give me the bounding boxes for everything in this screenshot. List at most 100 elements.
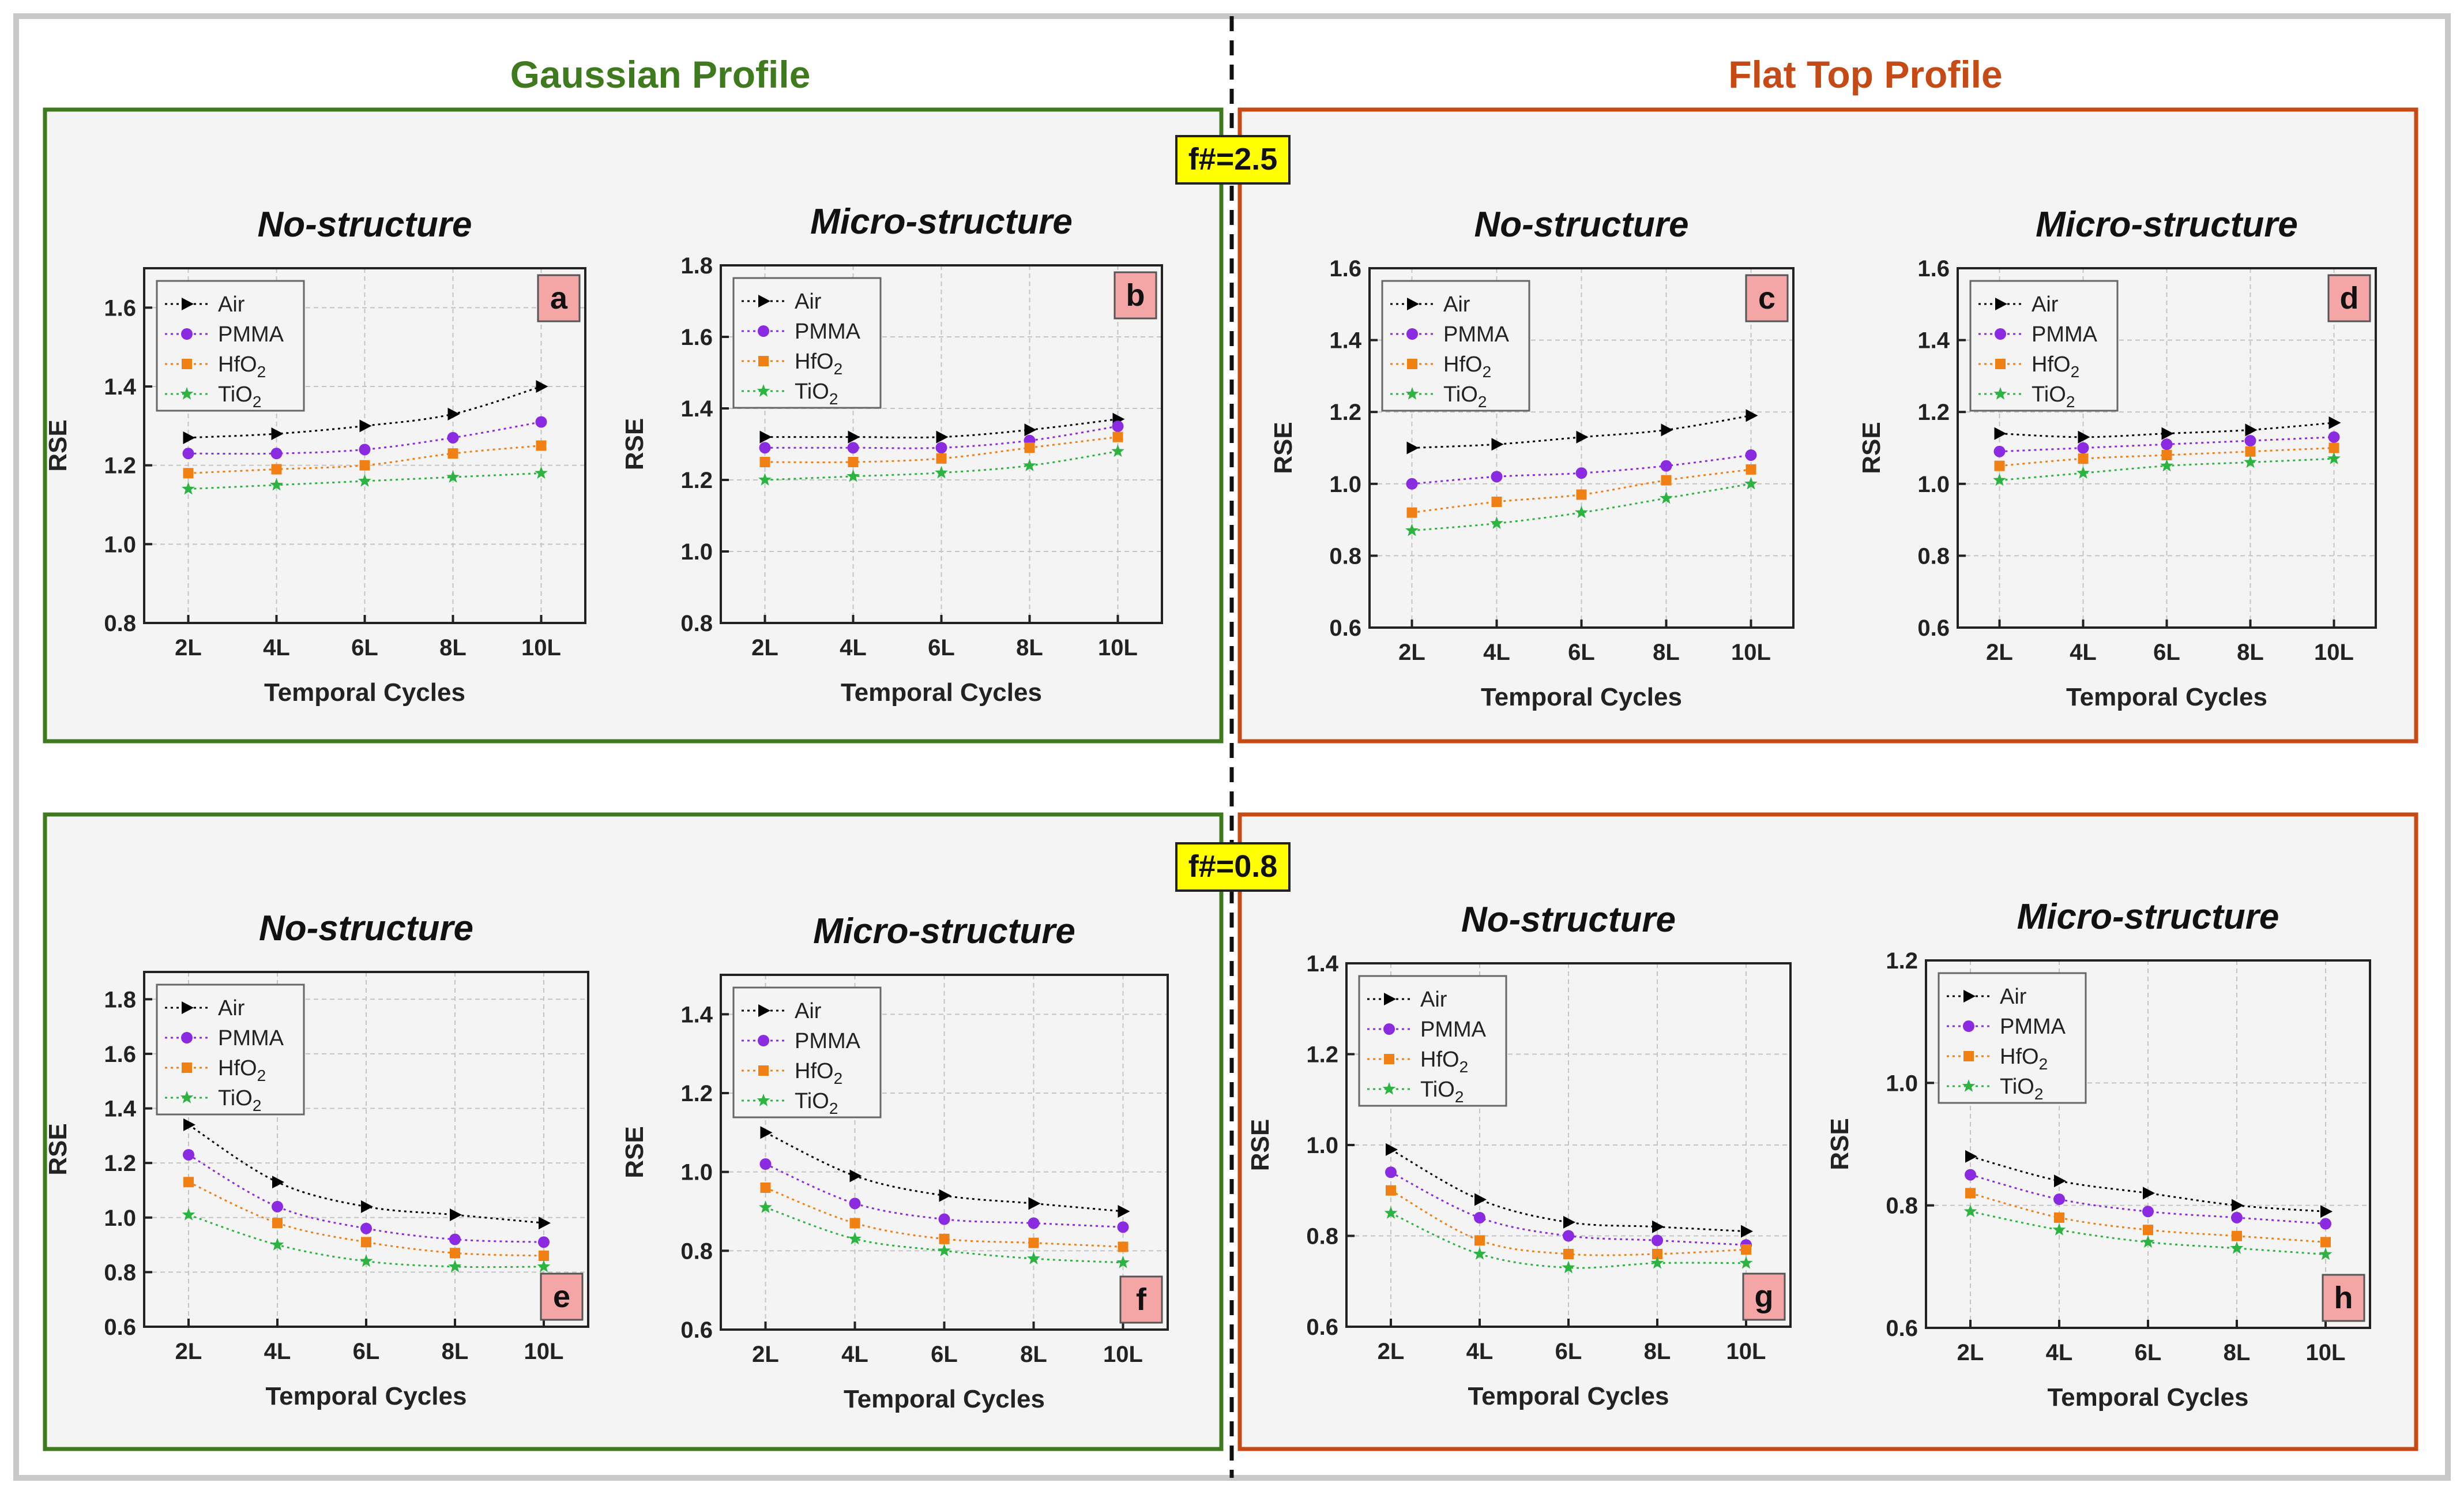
legend-box bbox=[732, 277, 882, 409]
data-point-air bbox=[2232, 1199, 2244, 1212]
data-point-pmma bbox=[2328, 431, 2340, 443]
x-axis-label: Temporal Cycles bbox=[2066, 683, 2267, 711]
x-tick-label: 10L bbox=[521, 635, 561, 660]
x-tick-label: 2L bbox=[1957, 1340, 1984, 1365]
x-tick-label: 2L bbox=[1398, 640, 1425, 665]
data-point-tio2 bbox=[1993, 387, 2007, 400]
series-line-pmma bbox=[188, 1154, 544, 1243]
data-point-pmma bbox=[447, 431, 459, 444]
panel-letter: d bbox=[2340, 281, 2359, 316]
data-point-air bbox=[1386, 1143, 1398, 1156]
data-point-tio2 bbox=[757, 1094, 770, 1106]
x-tick-label: 4L bbox=[1466, 1339, 1494, 1364]
panel-letter-box bbox=[1742, 1272, 1786, 1321]
data-point-tio2 bbox=[1405, 523, 1419, 536]
data-point-air bbox=[361, 1200, 373, 1213]
data-point-air bbox=[1652, 1220, 1664, 1233]
legend-box bbox=[156, 984, 305, 1116]
legend-label-air: Air bbox=[2000, 985, 2027, 1009]
y-tick-label: 1.8 bbox=[680, 253, 713, 279]
x-tick-label: 4L bbox=[264, 1339, 291, 1364]
legend-box bbox=[156, 280, 305, 412]
data-point-pmma bbox=[1474, 1212, 1485, 1223]
y-tick-label: 1.2 bbox=[1329, 400, 1361, 425]
data-point-tio2 bbox=[1490, 516, 1503, 529]
x-tick-label: 8L bbox=[442, 1339, 469, 1364]
chart-panel-a: 0.8 1.0 1.2 1.4 1.6 2L 4L 6L 8L 10L No-structure Te… bbox=[44, 205, 586, 707]
data-point-tio2 bbox=[2319, 1247, 2333, 1260]
data-point-air bbox=[536, 380, 548, 393]
data-point-air bbox=[2320, 1205, 2333, 1218]
data-point-hfo2 bbox=[183, 468, 194, 479]
y-tick-label: 1.2 bbox=[680, 1081, 713, 1106]
y-tick-label: 1.2 bbox=[1917, 400, 1950, 425]
data-point-air bbox=[539, 1217, 551, 1230]
panel-letter: h bbox=[2334, 1281, 2353, 1315]
chart-panel-c: 0.6 0.8 1.0 1.2 1.4 1.6 2L 4L 6L 8L 10L No-structur… bbox=[1269, 205, 1795, 711]
data-point-air bbox=[1965, 1150, 1977, 1163]
data-point-air bbox=[848, 430, 860, 444]
data-point-tio2 bbox=[1562, 1260, 1575, 1274]
chart-title: Micro-structure bbox=[813, 911, 1075, 951]
fnumber-label: f#=0.8 bbox=[1188, 849, 1278, 884]
chart-panel-g: 0.6 0.8 1.0 1.2 1.4 2L 4L 6L 8L 10L No-structure Te… bbox=[1246, 900, 1792, 1410]
data-point-tio2 bbox=[358, 474, 371, 487]
legend-label-hfo2: HfO2 bbox=[218, 352, 266, 381]
chart-panel-b: 0.8 1.0 1.2 1.4 1.6 1.8 2L 4L 6L 8L 10L Micro-struc… bbox=[620, 202, 1163, 707]
data-point-tio2 bbox=[2160, 459, 2173, 472]
data-point-tio2 bbox=[1116, 1255, 1130, 1268]
data-point-tio2 bbox=[446, 470, 460, 483]
data-point-hfo2 bbox=[1112, 431, 1123, 442]
y-tick-label: 1.2 bbox=[104, 453, 136, 479]
legend-label-tio2: TiO2 bbox=[1420, 1078, 1464, 1106]
data-point-air bbox=[183, 1118, 195, 1131]
data-point-tio2 bbox=[1575, 505, 1588, 519]
data-point-pmma bbox=[2161, 438, 2173, 451]
data-point-tio2 bbox=[2230, 1241, 2244, 1254]
y-axis-label: RSE bbox=[44, 1123, 72, 1175]
x-tick-label: 6L bbox=[928, 635, 955, 660]
data-point-pmma bbox=[759, 1158, 772, 1170]
data-point-pmma bbox=[1563, 1230, 1574, 1242]
legend-label-air: Air bbox=[1443, 292, 1470, 317]
data-point-hfo2 bbox=[271, 464, 282, 475]
data-point-pmma bbox=[181, 1032, 193, 1043]
data-point-pmma bbox=[1385, 1166, 1397, 1178]
fnumber-badge bbox=[1175, 135, 1291, 185]
data-point-pmma bbox=[2320, 1218, 2331, 1230]
data-point-pmma bbox=[272, 1200, 283, 1213]
data-point-pmma bbox=[1965, 1169, 1976, 1181]
data-point-hfo2 bbox=[936, 453, 947, 464]
y-tick-label: 1.4 bbox=[680, 1002, 713, 1027]
data-point-tio2 bbox=[1473, 1247, 1487, 1260]
chart-title: No-structure bbox=[259, 909, 473, 948]
data-point-hfo2 bbox=[1563, 1249, 1574, 1259]
panel-letter-box bbox=[2327, 274, 2371, 322]
chart-title: No-structure bbox=[257, 205, 472, 245]
x-tick-label: 4L bbox=[263, 635, 290, 660]
y-tick-label: 1.6 bbox=[104, 295, 136, 321]
data-point-pmma bbox=[1575, 467, 1588, 479]
legend-label-pmma: PMMA bbox=[795, 1029, 861, 1053]
legend-box bbox=[1969, 280, 2119, 412]
x-tick-label: 8L bbox=[2224, 1340, 2251, 1365]
data-point-pmma bbox=[2077, 442, 2089, 454]
legend-label-air: Air bbox=[795, 290, 822, 314]
x-tick-label: 6L bbox=[351, 635, 378, 660]
data-point-pmma bbox=[2244, 435, 2256, 447]
x-tick-label: 6L bbox=[931, 1342, 958, 1367]
data-point-tio2 bbox=[1382, 1082, 1396, 1095]
data-point-air bbox=[2143, 1187, 2155, 1200]
y-tick-label: 1.0 bbox=[680, 1160, 713, 1185]
data-point-hfo2 bbox=[1491, 496, 1502, 507]
series-line-pmma bbox=[188, 421, 541, 455]
data-point-air bbox=[1024, 423, 1037, 437]
data-point-air bbox=[760, 1126, 773, 1139]
data-point-hfo2 bbox=[2161, 449, 2172, 460]
data-point-air bbox=[359, 419, 372, 433]
data-point-tio2 bbox=[2141, 1235, 2155, 1248]
